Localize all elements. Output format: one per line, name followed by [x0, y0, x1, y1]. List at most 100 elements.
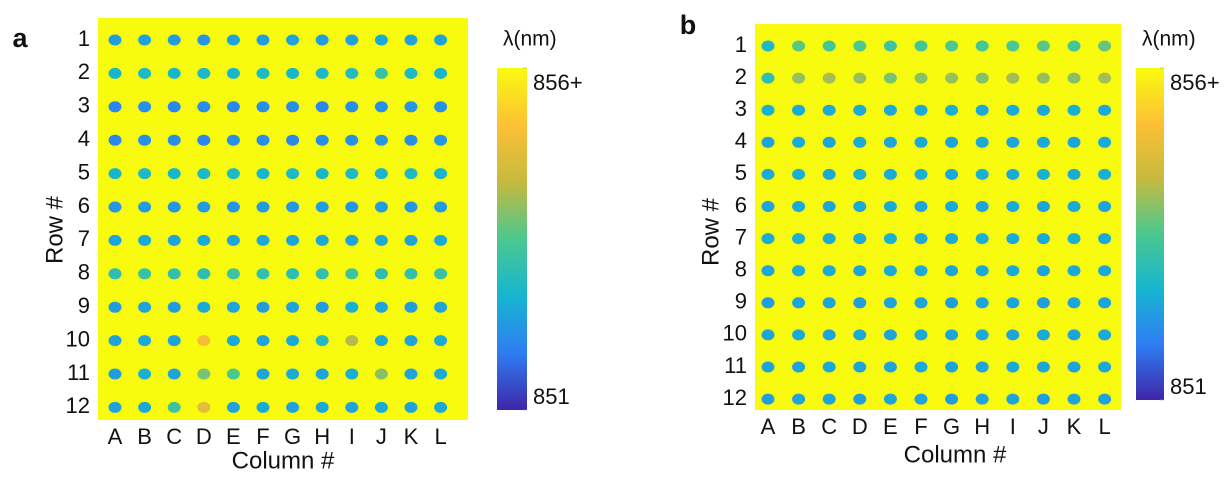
spot [884, 105, 897, 116]
spot [434, 369, 447, 380]
spot [168, 235, 181, 246]
row-label: 5 [78, 159, 90, 184]
column-label: K [404, 424, 419, 449]
spot [976, 105, 989, 116]
spot [168, 135, 181, 146]
spot [945, 265, 958, 276]
spot [286, 101, 299, 112]
spot [227, 268, 240, 279]
spot [405, 202, 418, 213]
spot [434, 168, 447, 179]
spot [1068, 201, 1081, 212]
colorbar-label: λ(nm) [1142, 28, 1196, 51]
row-label: 9 [735, 289, 747, 314]
spot [375, 202, 388, 213]
spot [976, 233, 989, 244]
spot [1006, 329, 1019, 340]
column-label: J [1038, 414, 1049, 439]
row-label: 10 [66, 326, 90, 351]
spot [1006, 233, 1019, 244]
spot [762, 362, 775, 373]
spot [109, 101, 122, 112]
spot [109, 168, 122, 179]
spot [257, 402, 270, 413]
spot [853, 233, 866, 244]
spot [823, 73, 836, 84]
spot [823, 105, 836, 116]
spot [138, 168, 151, 179]
spot [823, 394, 836, 405]
spot [976, 169, 989, 180]
spot [109, 35, 122, 46]
spot [792, 41, 805, 52]
column-label: A [761, 414, 776, 439]
panel-label: b [680, 10, 697, 40]
spot [286, 302, 299, 313]
spot [945, 233, 958, 244]
spot [915, 297, 928, 308]
spot [915, 362, 928, 373]
spot [375, 335, 388, 346]
spot [286, 168, 299, 179]
spot [1006, 362, 1019, 373]
spot [1006, 105, 1019, 116]
spot [138, 135, 151, 146]
spot [227, 101, 240, 112]
row-label: 2 [735, 64, 747, 89]
spot [1006, 73, 1019, 84]
row-label: 5 [735, 160, 747, 185]
spot [345, 335, 358, 346]
spot [405, 35, 418, 46]
spot [168, 168, 181, 179]
spot [762, 41, 775, 52]
spot [227, 335, 240, 346]
spot [405, 68, 418, 79]
column-label: E [883, 414, 898, 439]
spot [1098, 394, 1111, 405]
spot [1037, 329, 1050, 340]
column-label: H [314, 424, 330, 449]
spot [884, 73, 897, 84]
row-label: 3 [735, 96, 747, 121]
spot [1037, 73, 1050, 84]
spot [286, 202, 299, 213]
spot [762, 137, 775, 148]
spot [168, 68, 181, 79]
spot [316, 168, 329, 179]
spot [316, 369, 329, 380]
spot [792, 233, 805, 244]
spot [976, 265, 989, 276]
spot [1098, 41, 1111, 52]
spot [316, 101, 329, 112]
spot [1037, 362, 1050, 373]
spot [316, 268, 329, 279]
spot [257, 369, 270, 380]
colorbar [1136, 68, 1164, 400]
spot [1068, 41, 1081, 52]
spot [168, 402, 181, 413]
spot [823, 169, 836, 180]
spot [405, 369, 418, 380]
spot [915, 73, 928, 84]
spot [197, 135, 210, 146]
spot [168, 35, 181, 46]
spot [976, 201, 989, 212]
spot [434, 202, 447, 213]
spot [945, 169, 958, 180]
spot [1037, 105, 1050, 116]
spot [762, 73, 775, 84]
row-label: 11 [67, 360, 90, 385]
spot [257, 101, 270, 112]
spot [345, 235, 358, 246]
column-label: H [974, 414, 990, 439]
spot [286, 402, 299, 413]
spot [823, 362, 836, 373]
spot [197, 68, 210, 79]
column-label: F [914, 414, 927, 439]
spot [286, 235, 299, 246]
spot [945, 329, 958, 340]
spot [1098, 297, 1111, 308]
spot [1068, 137, 1081, 148]
spot [375, 302, 388, 313]
spot [792, 329, 805, 340]
